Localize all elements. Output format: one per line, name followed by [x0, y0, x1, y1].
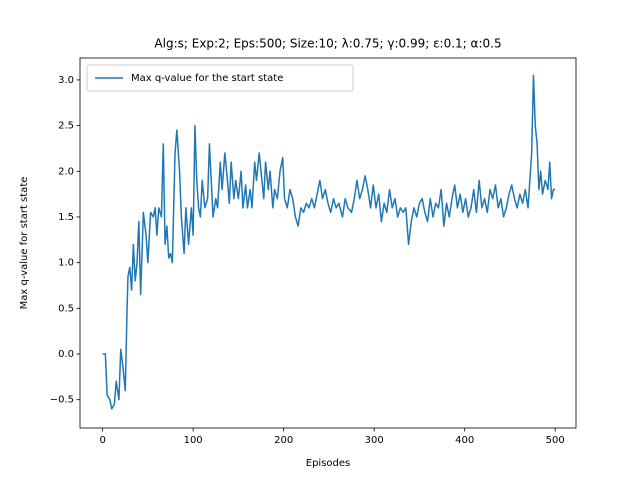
x-tick-label: 300	[365, 435, 384, 446]
x-axis-label: Episodes	[306, 458, 350, 469]
y-tick-label: 0.0	[58, 349, 74, 360]
x-tick-label: 400	[455, 435, 474, 446]
y-tick-label: 1.5	[58, 212, 74, 223]
y-tick-label: 2.0	[58, 166, 74, 177]
y-tick-label: 2.5	[58, 121, 74, 132]
y-tick-label: −0.5	[50, 395, 74, 406]
x-tick-label: 500	[546, 435, 565, 446]
y-axis-label: Max q-value for start state	[19, 177, 30, 310]
chart-title: Alg:s; Exp:2; Eps:500; Size:10; λ:0.75; …	[154, 37, 501, 51]
x-tick-label: 100	[184, 435, 203, 446]
x-tick-label: 0	[99, 435, 105, 446]
legend-box	[86, 64, 354, 92]
plot-frame	[79, 57, 577, 429]
y-tick-label: 1.0	[58, 258, 74, 269]
y-tick-label: 0.5	[58, 303, 74, 314]
data-line	[102, 74, 556, 410]
x-tick-label: 200	[274, 435, 293, 446]
legend-label: Max q-value for the start state	[131, 73, 283, 84]
y-tick-label: 3.0	[58, 75, 74, 86]
